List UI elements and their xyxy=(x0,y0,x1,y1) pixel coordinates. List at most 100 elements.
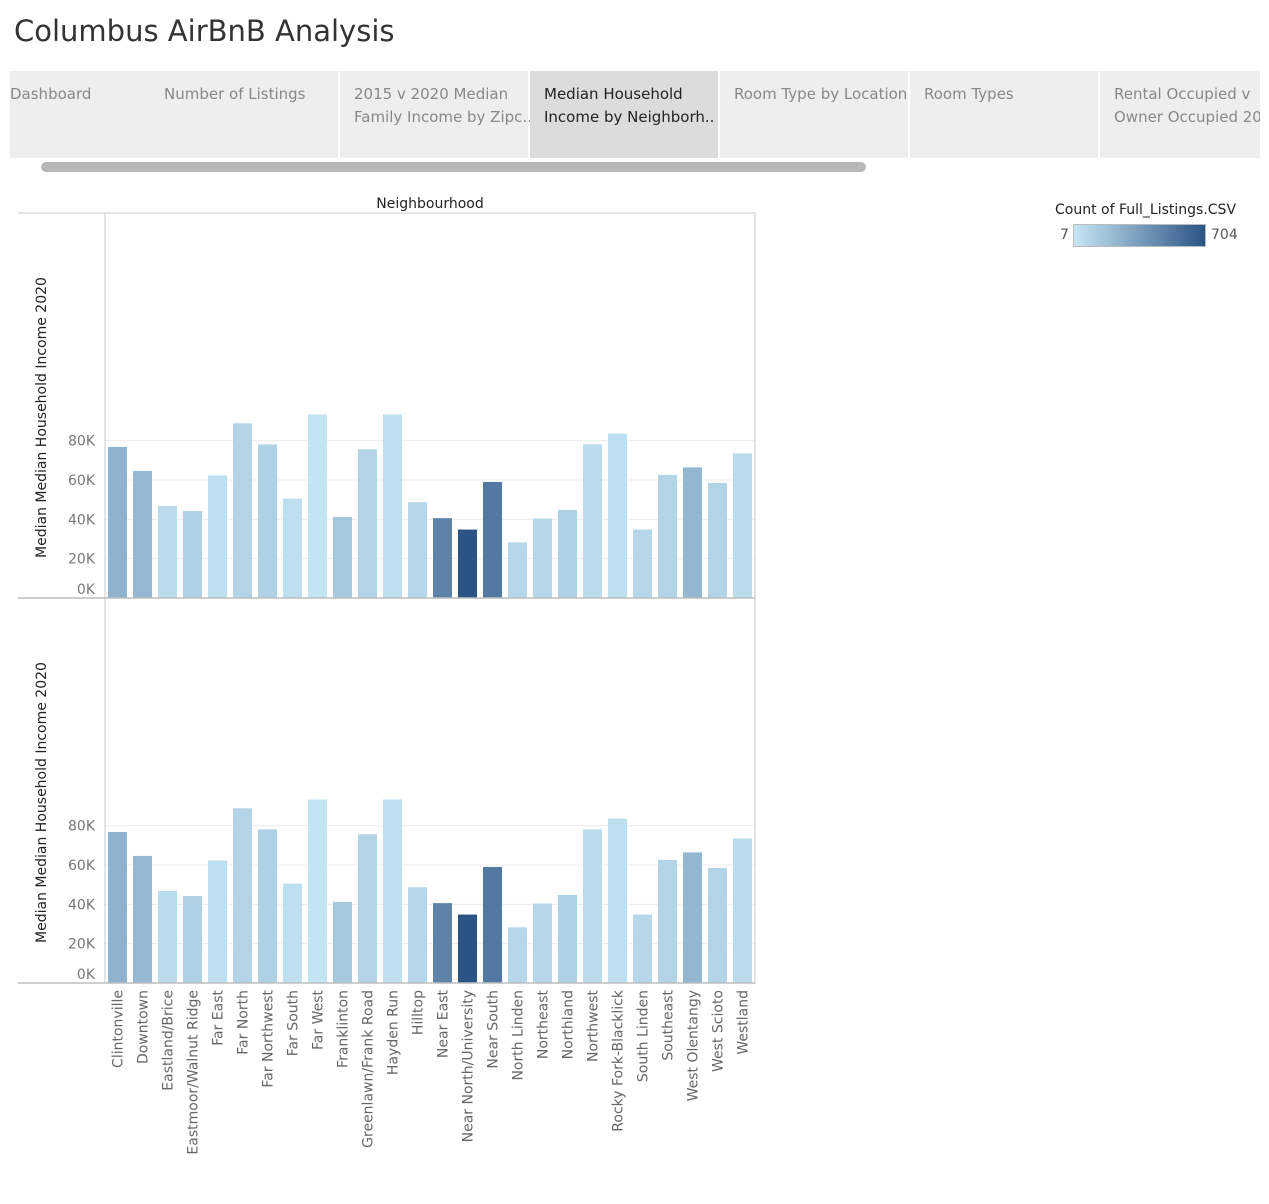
tab-label-line2: Income by Neighborh.. xyxy=(544,108,715,126)
x-tick-label: Far Northwest xyxy=(261,989,277,1087)
bar-1-7 xyxy=(283,883,302,983)
bar-0-5 xyxy=(233,423,252,598)
tab-label-line1: Room Type by Location xyxy=(734,85,908,103)
x-tick-label: Near East xyxy=(436,990,452,1059)
bar-0-11 xyxy=(383,414,402,598)
bar-0-16 xyxy=(508,542,527,598)
y-axis-label: Median Median Household Income 2020 xyxy=(34,277,50,558)
tab-6[interactable]: Rental Occupied v Owner Occupied 20.. xyxy=(1100,71,1260,158)
bar-1-4 xyxy=(208,860,227,983)
bar-1-24 xyxy=(708,867,727,983)
bar-0-19 xyxy=(583,444,602,598)
legend-title: Count of Full_Listings.CSV xyxy=(1055,202,1237,218)
bar-1-18 xyxy=(558,894,577,983)
x-tick-label: Far West xyxy=(311,990,327,1050)
x-tick-label: Clintonville xyxy=(111,990,127,1068)
bar-0-23 xyxy=(683,467,702,598)
bar-1-2 xyxy=(158,890,177,983)
bar-1-8 xyxy=(308,799,327,983)
tab-2[interactable]: 2015 v 2020 Median Family Income by Zipc.… xyxy=(340,71,532,158)
bar-1-21 xyxy=(633,914,652,983)
column-header: Neighbourhood xyxy=(376,196,483,212)
bar-0-13 xyxy=(433,518,452,598)
x-tick-label: Far East xyxy=(211,989,227,1045)
x-tick-label: Far South xyxy=(286,990,302,1056)
bar-0-22 xyxy=(658,474,677,598)
tab-3[interactable]: Median Household Income by Neighborh.. xyxy=(530,71,718,158)
bar-0-6 xyxy=(258,444,277,598)
tab-label-line1: Dashboard xyxy=(10,85,92,103)
y-tick-label: 60K xyxy=(68,858,96,874)
y-tick-label: 80K xyxy=(68,819,96,835)
x-tick-label: Franklinton xyxy=(336,990,352,1068)
tab-5[interactable]: Room Types xyxy=(910,71,1098,158)
bar-0-14 xyxy=(458,529,477,598)
bar-0-1 xyxy=(133,470,152,598)
x-tick-label: Greenlawn/Frank Road xyxy=(361,990,377,1148)
x-tick-label: Eastland/Brice xyxy=(161,990,177,1091)
tab-label-line1: Number of Listings xyxy=(164,85,306,103)
x-tick-label: Westland xyxy=(736,990,752,1055)
bar-1-9 xyxy=(333,901,352,983)
x-tick-label: Downtown xyxy=(136,990,152,1064)
bar-0-12 xyxy=(408,502,427,598)
bar-0-17 xyxy=(533,518,552,598)
color-legend: Count of Full_Listings.CSV 7 704 xyxy=(1055,202,1238,247)
bar-1-19 xyxy=(583,829,602,983)
bar-0-2 xyxy=(158,505,177,598)
x-tick-label: Northland xyxy=(561,990,577,1059)
x-tick-label: Near North/University xyxy=(461,990,477,1142)
legend-color-ramp xyxy=(1073,224,1206,247)
x-tick-label: Northwest xyxy=(586,990,602,1063)
tab-1[interactable]: Number of Listings xyxy=(150,71,338,158)
y-axis-label: Median Median Household Income 2020 xyxy=(34,662,50,943)
x-tick-label: Eastmoor/Walnut Ridge xyxy=(186,990,202,1155)
bar-1-15 xyxy=(483,866,502,983)
x-tick-label: Hilltop xyxy=(411,990,427,1035)
bar-1-5 xyxy=(233,808,252,983)
tab-strip-scrollbar[interactable] xyxy=(41,162,866,172)
bar-0-9 xyxy=(333,516,352,598)
bar-0-18 xyxy=(558,509,577,598)
bar-0-3 xyxy=(183,511,202,598)
bar-1-13 xyxy=(433,903,452,983)
bar-0-0 xyxy=(108,446,127,598)
y-tick-label: 0K xyxy=(77,582,96,598)
bar-1-20 xyxy=(608,818,627,983)
bar-1-12 xyxy=(408,887,427,983)
x-tick-label: West Olentangy xyxy=(686,990,702,1101)
bar-1-14 xyxy=(458,914,477,983)
bar-1-1 xyxy=(133,855,152,983)
bar-1-16 xyxy=(508,927,527,983)
x-tick-label: North Linden xyxy=(511,990,527,1081)
y-tick-label: 20K xyxy=(68,552,96,568)
bar-0-21 xyxy=(633,529,652,598)
bar-0-10 xyxy=(358,449,377,598)
bar-1-25 xyxy=(733,838,752,983)
dashboard-tab-strip: Dashboard Number of Listings 2015 v 2020 M… xyxy=(10,71,1260,158)
bar-0-24 xyxy=(708,482,727,598)
x-tick-label: Near South xyxy=(486,990,502,1069)
legend-min-label: 7 xyxy=(1060,227,1069,243)
bar-1-0 xyxy=(108,831,127,983)
y-tick-label: 60K xyxy=(68,473,96,489)
tab-label-line1: Room Types xyxy=(924,85,1014,103)
bar-1-22 xyxy=(658,859,677,983)
tab-label-line1: Median Household xyxy=(544,85,683,103)
bar-1-23 xyxy=(683,852,702,983)
y-tick-label: 40K xyxy=(68,897,96,913)
x-tick-label: Rocky Fork-Blacklick xyxy=(611,989,627,1132)
legend-max-label: 704 xyxy=(1211,227,1238,243)
bar-0-4 xyxy=(208,475,227,598)
x-tick-label: West Scioto xyxy=(711,990,727,1072)
y-tick-label: 20K xyxy=(68,937,96,953)
app-title: Columbus AirBnB Analysis xyxy=(14,14,395,48)
bar-1-6 xyxy=(258,829,277,983)
x-tick-label: Northeast xyxy=(536,989,552,1059)
tab-4[interactable]: Room Type by Location xyxy=(720,71,908,158)
y-tick-label: 40K xyxy=(68,512,96,528)
bar-1-10 xyxy=(358,834,377,983)
x-tick-label: Hayden Run xyxy=(386,990,402,1075)
y-tick-label: 80K xyxy=(68,434,96,450)
